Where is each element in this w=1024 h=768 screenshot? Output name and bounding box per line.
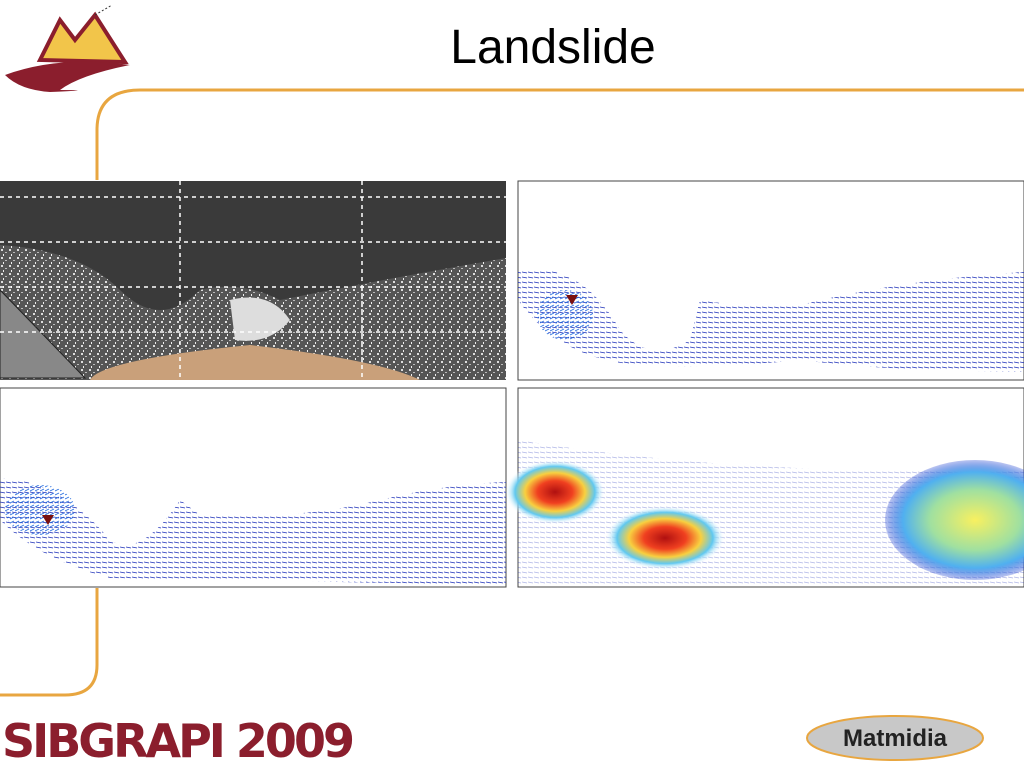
accent-line — [95, 88, 1024, 180]
vector-field-panel — [517, 180, 1024, 381]
slide-title: Landslide — [450, 21, 656, 74]
matmidia-text: Matmidia — [843, 725, 948, 752]
accent-line — [0, 588, 99, 697]
photo-panel — [0, 181, 506, 380]
heatmap-panel — [505, 387, 1024, 588]
logo — [5, 4, 130, 92]
matmidia-logo: Matmidia — [806, 715, 984, 761]
vector-field-panel — [0, 387, 507, 588]
sibgrapi-logo: SIBGRAPI 2009 — [2, 714, 353, 768]
